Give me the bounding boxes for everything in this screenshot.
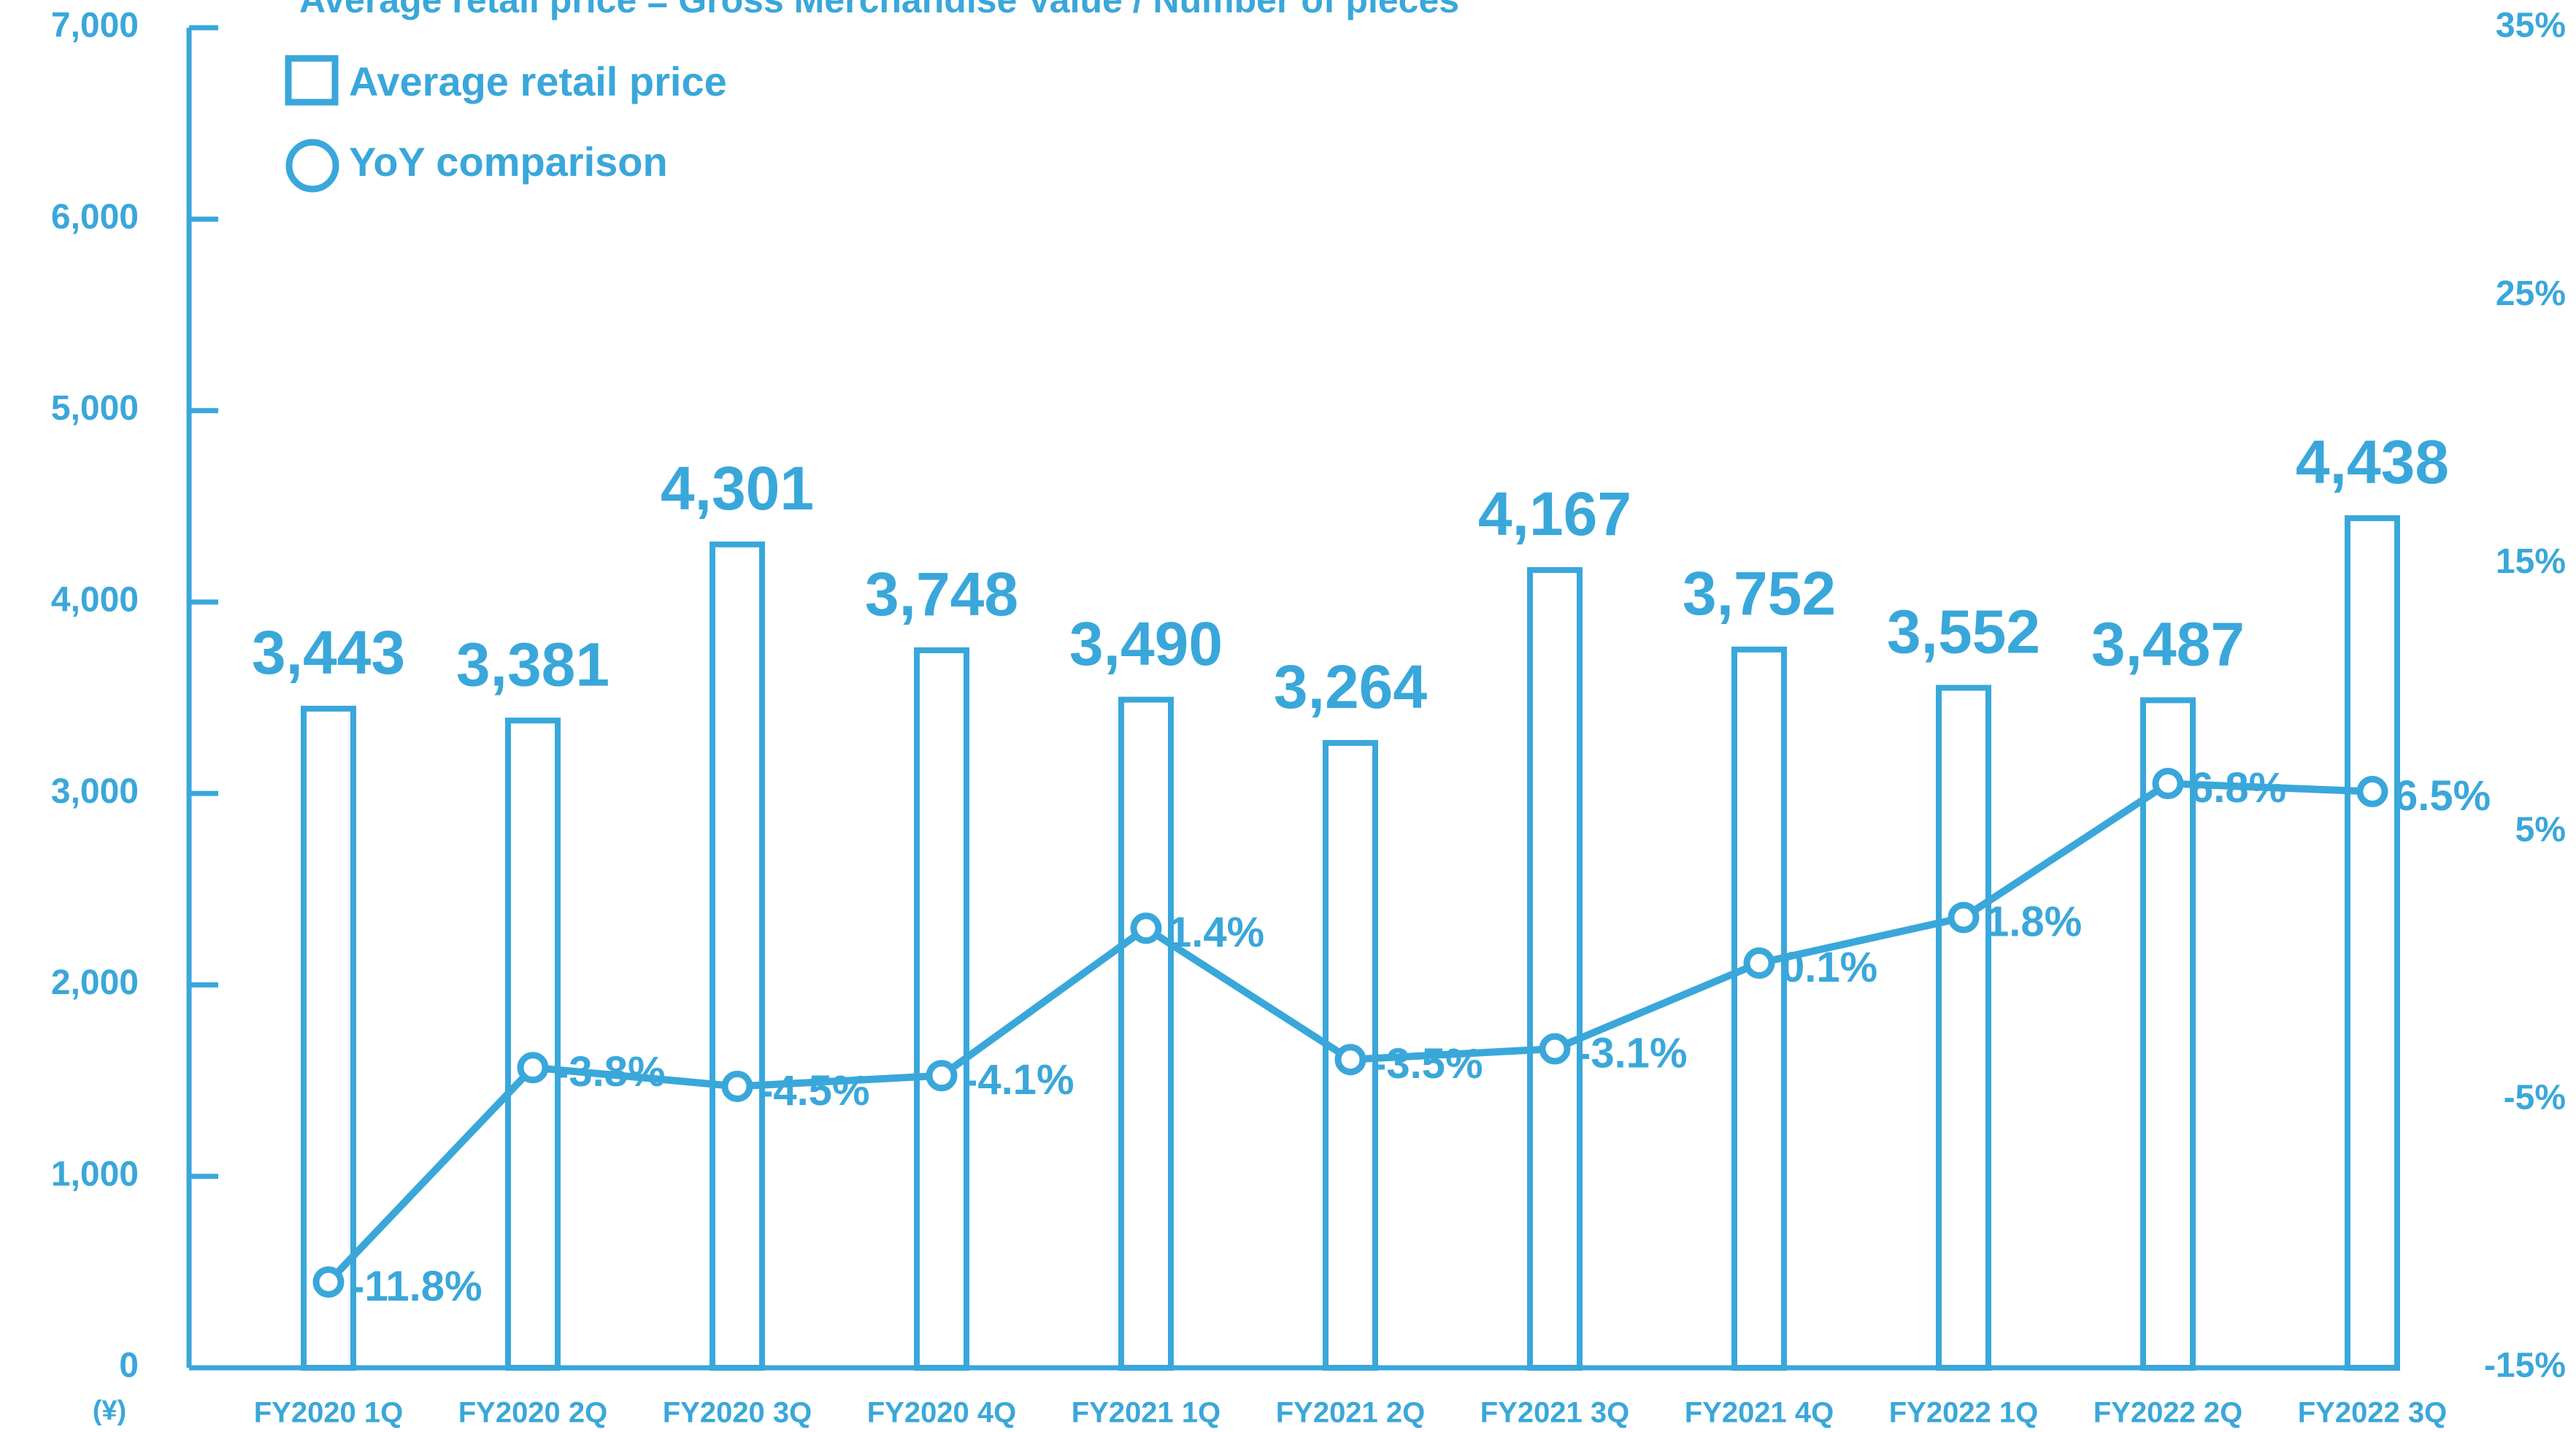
y-tick-label: 3,000: [51, 772, 139, 811]
bar-value-label: 3,381: [456, 630, 610, 698]
bar-value-label: 3,264: [1274, 653, 1427, 721]
x-tick-label: FY2020 4Q: [867, 1397, 1017, 1429]
line-value-label: 6.5%: [2394, 772, 2491, 820]
line-point: [520, 1055, 545, 1080]
line-value-label: -11.8%: [350, 1263, 482, 1310]
legend-swatch-bar: [288, 58, 335, 102]
line-value-label: -3.1%: [1577, 1029, 1688, 1077]
y2-tick-label: 5%: [2515, 810, 2566, 849]
x-tick-label: FY2021 3Q: [1480, 1397, 1630, 1429]
x-tick-label: FY2021 1Q: [1072, 1397, 1221, 1429]
line-point: [1951, 905, 1976, 930]
line-value-label: -4.5%: [759, 1067, 870, 1115]
bar-value-label: 3,748: [865, 560, 1018, 628]
line-point: [929, 1063, 954, 1088]
bar: [1530, 570, 1580, 1368]
bar-value-label: 3,552: [1887, 598, 2040, 666]
line-value-label: 0.1%: [1781, 944, 1877, 991]
y2-tick-label: -5%: [2504, 1078, 2566, 1117]
line-point: [2360, 779, 2385, 804]
y-tick-label: 7,000: [51, 7, 139, 45]
bar-value-label: 3,490: [1069, 609, 1223, 678]
bar: [1734, 650, 1784, 1368]
y2-tick-label: 25%: [2496, 274, 2566, 313]
bar: [1121, 700, 1171, 1368]
chart: Average retail price = Gross Merchandise…: [0, 0, 2576, 1432]
bar-value-label: 3,752: [1683, 559, 1836, 628]
x-tick-label: FY2021 2Q: [1276, 1397, 1426, 1429]
bar-value-label: 4,301: [661, 454, 814, 523]
line-point: [725, 1074, 750, 1098]
y-tick-label: 4,000: [51, 581, 139, 620]
bar: [2143, 700, 2193, 1368]
x-tick-label: FY2020 3Q: [663, 1397, 812, 1429]
y-unit-label: (¥): [93, 1396, 126, 1426]
bar: [917, 650, 966, 1368]
chart-title: Average retail price = Gross Merchandise…: [299, 0, 1459, 20]
y2-tick-label: 15%: [2496, 542, 2566, 581]
y2-tick-label: 35%: [2496, 7, 2566, 45]
bar-value-label: 3,487: [2091, 610, 2245, 679]
y-tick-label: 2,000: [51, 963, 139, 1002]
x-tick-label: FY2020 2Q: [458, 1397, 608, 1429]
line-point: [1338, 1047, 1363, 1072]
bar-value-label: 3,443: [252, 618, 405, 687]
bar: [1939, 688, 1988, 1368]
legend-label: Average retail price: [349, 58, 727, 104]
bar: [2348, 518, 2397, 1368]
x-tick-label: FY2020 1Q: [254, 1397, 404, 1429]
line-value-label: 1.8%: [1985, 898, 2082, 945]
bar: [712, 544, 762, 1368]
line-point: [1747, 951, 1772, 976]
line-point: [1542, 1036, 1567, 1061]
line-value-label: -4.1%: [964, 1056, 1074, 1104]
bar: [508, 720, 558, 1368]
y-tick-label: 0: [119, 1347, 139, 1385]
line-point: [316, 1269, 341, 1294]
line-value-label: 1.4%: [1168, 909, 1264, 956]
line-value-label: -3.8%: [555, 1048, 666, 1096]
x-tick-label: FY2022 3Q: [2298, 1397, 2448, 1429]
line-value-label: 6.8%: [2190, 764, 2286, 812]
x-tick-label: FY2022 1Q: [1889, 1397, 2039, 1429]
line-point: [2156, 771, 2180, 796]
line-value-label: -3.5%: [1372, 1040, 1483, 1088]
bar-value-label: 4,438: [2296, 428, 2449, 496]
y2-tick-label: -15%: [2484, 1347, 2566, 1385]
bar-value-label: 4,167: [1478, 480, 1631, 548]
y-tick-label: 1,000: [51, 1155, 139, 1193]
line-point: [1134, 916, 1158, 941]
x-tick-label: FY2021 4Q: [1685, 1397, 1834, 1429]
legend-label: YoY comparison: [349, 139, 668, 185]
x-tick-label: FY2022 2Q: [2094, 1397, 2243, 1429]
legend-swatch-line: [289, 142, 336, 189]
y-tick-label: 5,000: [51, 389, 139, 428]
y-tick-label: 6,000: [51, 198, 139, 236]
